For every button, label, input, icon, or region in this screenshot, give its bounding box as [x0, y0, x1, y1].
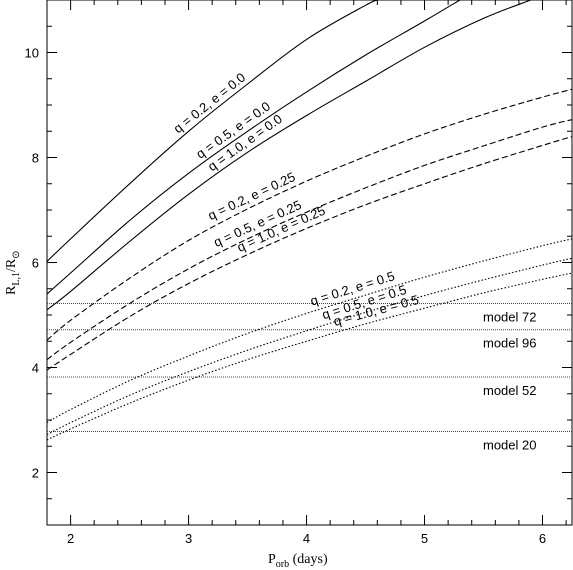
x-tick-label: 6: [539, 531, 546, 546]
series-line: [47, 119, 572, 361]
series-line: [47, 272, 572, 441]
x-tick-label: 2: [67, 531, 74, 546]
x-axis-label: Porb (days): [268, 552, 328, 570]
reference-line-label: model 72: [483, 309, 536, 324]
reference-line-label: model 96: [483, 336, 536, 351]
x-tick-label: 5: [421, 531, 428, 546]
reference-lines: [47, 302, 572, 433]
series-line: [47, 257, 572, 436]
x-tick-label: 3: [185, 531, 192, 546]
y-tick-label: 8: [32, 151, 39, 166]
y-axis-label: RL,1/R⊙: [4, 250, 22, 295]
reference-line-label: model 20: [483, 438, 536, 453]
axis-ticks: 2 3 4 5 6 2 4 6 8 10: [25, 0, 572, 546]
y-tick-label: 4: [32, 361, 39, 376]
series-line: [47, 0, 461, 295]
series-line: [47, 0, 531, 311]
series-line: [47, 88, 572, 341]
series-line: [47, 0, 378, 262]
reference-labels: model 72 model 96 model 52 model 20: [483, 309, 536, 452]
y-tick-label: 10: [25, 46, 39, 61]
series-curves: [47, 0, 572, 441]
y-tick-label: 6: [32, 256, 39, 271]
x-tick-label: 4: [303, 531, 310, 546]
series-labels: q = 0.2, e = 0.0q = 0.5, e = 0.0q = 1.0,…: [171, 70, 421, 329]
series-line: [47, 238, 572, 424]
series-line: [47, 135, 572, 371]
reference-line-label: model 52: [483, 383, 536, 398]
y-tick-label: 2: [32, 466, 39, 481]
